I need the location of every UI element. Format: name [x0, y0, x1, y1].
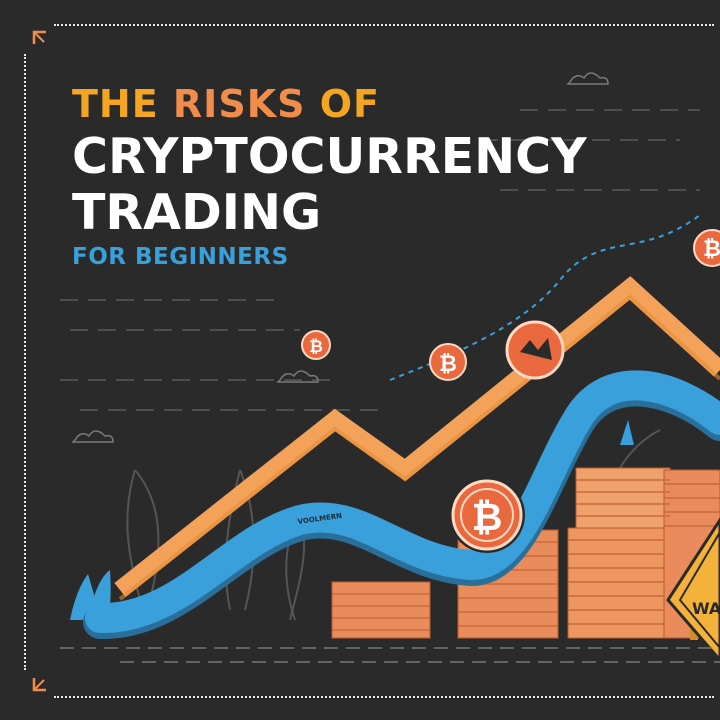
corner-arrow-icon: [32, 30, 46, 44]
bitcoin-coin-icon: ₿: [693, 229, 720, 267]
frame-bottom-border: [54, 696, 714, 698]
subtitle: FOR BEGINNERS: [72, 244, 289, 270]
title-line-3: TRADING: [72, 184, 322, 241]
background-dashes: [60, 109, 700, 411]
coin-symbol: ₿: [309, 337, 323, 357]
coin-symbol: ₿: [472, 495, 503, 539]
coin-symbol: ₿: [439, 352, 457, 377]
title-word-the: THE: [72, 82, 159, 126]
title-line-2: CRYPTOCURRENCY: [72, 128, 587, 185]
coin-symbol: ₿: [703, 237, 720, 262]
frame-top-border: [54, 24, 714, 26]
cloud-icon: [71, 72, 609, 443]
warning-sign-icon: WA: [666, 517, 720, 663]
warning-sign-label: WA: [692, 599, 720, 618]
orange-price-line: [114, 276, 720, 598]
frame-left-border: [24, 54, 26, 670]
ground-dashes: [60, 647, 720, 663]
bitcoin-coin-icon: ₿: [429, 343, 467, 381]
title-word-of: OF: [319, 82, 381, 126]
bitcoin-coin-icon: [505, 320, 565, 380]
bitcoin-coin-icon: ₿: [449, 477, 525, 553]
title-line-1: THE RISKS OF: [72, 82, 380, 126]
title-word-risks: RISKS: [172, 82, 306, 126]
bitcoin-coin-icon: ₿: [301, 330, 331, 360]
coin-stack-lines: [332, 479, 720, 631]
corner-arrow-icon: [32, 678, 46, 692]
